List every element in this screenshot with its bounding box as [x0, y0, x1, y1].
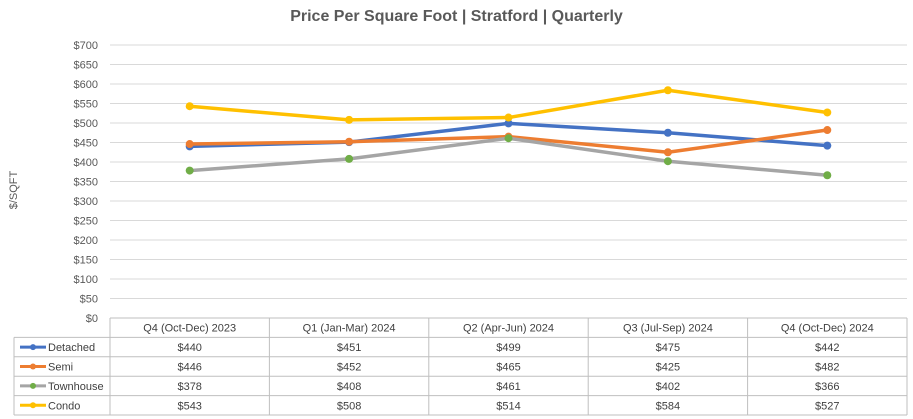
data-point	[663, 157, 672, 166]
x-category-label: Q2 (Apr-Jun) 2024	[463, 323, 554, 335]
x-category-label: Q4 (Oct-Dec) 2023	[143, 323, 236, 335]
data-point	[345, 115, 354, 124]
table-value: $442	[815, 342, 839, 354]
data-point	[504, 113, 513, 122]
table-value: $514	[496, 400, 520, 412]
y-tick-label: $700	[74, 40, 98, 52]
table-value: $366	[815, 381, 839, 393]
legend-label: Condo	[48, 400, 80, 412]
table-value: $425	[656, 362, 680, 374]
table-value: $451	[337, 342, 361, 354]
data-point	[823, 171, 832, 180]
y-tick-label: $200	[74, 235, 98, 247]
y-tick-label: $600	[74, 79, 98, 91]
data-point	[663, 86, 672, 95]
table-value: $482	[815, 362, 839, 374]
y-tick-label: $0	[86, 313, 98, 325]
legend-label: Detached	[48, 342, 95, 354]
data-point	[504, 119, 513, 128]
x-category-label: Q3 (Jul-Sep) 2024	[623, 323, 713, 335]
table-value: $402	[656, 381, 680, 393]
table-value: $508	[337, 400, 361, 412]
table-value: $584	[656, 400, 680, 412]
y-tick-label: $100	[74, 274, 98, 286]
y-tick-label: $500	[74, 118, 98, 130]
y-tick-label: $50	[80, 294, 98, 306]
table-value: $440	[177, 342, 201, 354]
data-point	[504, 134, 513, 143]
legend-label: Semi	[48, 362, 73, 374]
legend-label: Townhouse	[48, 381, 104, 393]
data-point	[345, 137, 354, 146]
data-point	[185, 140, 194, 149]
table-value: $475	[656, 342, 680, 354]
table-value: $446	[177, 362, 201, 374]
y-tick-label: $350	[74, 177, 98, 189]
data-point	[663, 148, 672, 157]
table-value: $461	[496, 381, 520, 393]
legend-swatch-marker	[30, 363, 36, 370]
x-category-label: Q1 (Jan-Mar) 2024	[303, 323, 396, 335]
legend-swatch-marker	[30, 402, 36, 409]
legend-swatch-marker	[30, 382, 36, 389]
chart-title: Price Per Square Foot | Stratford | Quar…	[290, 8, 623, 25]
data-point	[345, 154, 354, 163]
data-point	[663, 128, 672, 137]
table-value: $499	[496, 342, 520, 354]
y-tick-label: $400	[74, 157, 98, 169]
legend-swatch-marker	[30, 344, 36, 351]
table-value: $408	[337, 381, 361, 393]
data-point	[823, 108, 832, 117]
y-tick-label: $450	[74, 138, 98, 150]
table-value: $378	[177, 381, 201, 393]
data-point	[185, 102, 194, 111]
y-tick-label: $150	[74, 255, 98, 267]
y-tick-label: $650	[74, 60, 98, 72]
table-value: $543	[177, 400, 201, 412]
table-value: $452	[337, 362, 361, 374]
table-value: $465	[496, 362, 520, 374]
data-point	[185, 166, 194, 175]
y-tick-label: $250	[74, 216, 98, 228]
data-point	[823, 126, 832, 135]
x-category-label: Q4 (Oct-Dec) 2024	[781, 323, 874, 335]
data-point	[823, 141, 832, 150]
table-value: $527	[815, 400, 839, 412]
y-tick-label: $300	[74, 196, 98, 208]
y-tick-label: $550	[74, 99, 98, 111]
